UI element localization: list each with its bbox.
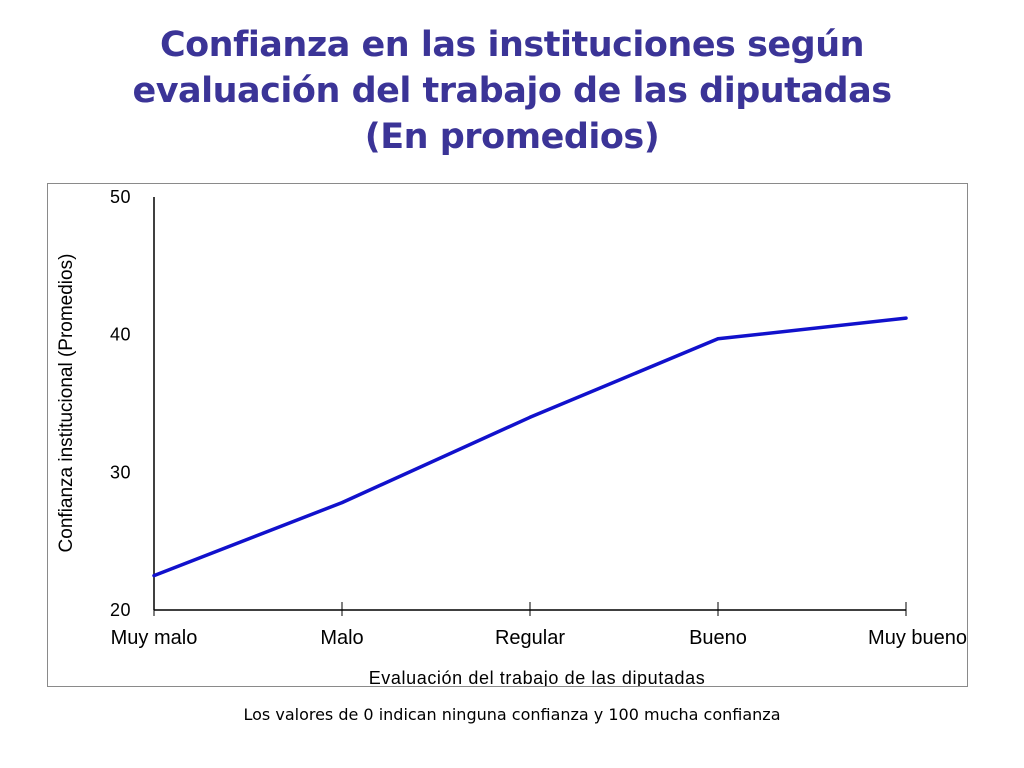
- series-line: [152, 316, 908, 578]
- series: [152, 316, 908, 578]
- x-tick-label: Muy malo: [111, 627, 198, 649]
- x-tick-label: Muy bueno: [868, 627, 967, 649]
- slide-title: Confianza en las instituciones según eva…: [0, 22, 1024, 160]
- data-point: [904, 316, 908, 320]
- y-axis-title: Confianza institucional (Promedios): [56, 254, 77, 553]
- chart-frame: 20 30 40 50 Muy malo Malo Regular Bueno Muy buen…: [47, 183, 968, 688]
- x-axis-title: Evaluación del trabajo de las diputadas: [369, 668, 706, 686]
- title-line-2: evaluación del trabajo de las diputadas: [132, 71, 892, 111]
- axes: [153, 197, 906, 611]
- x-tick-label: Regular: [495, 627, 565, 649]
- data-point: [152, 574, 156, 578]
- y-tick-label: 20: [110, 600, 131, 620]
- title-line-1: Confianza en las instituciones según: [159, 25, 865, 65]
- footnote: Los valores de 0 indican ninguna confian…: [243, 705, 781, 724]
- data-point: [716, 337, 720, 341]
- y-tick-label: 50: [110, 187, 131, 207]
- y-tick-label: 30: [110, 462, 131, 482]
- line-chart: 20 30 40 50 Muy malo Malo Regular Bueno Muy buen…: [56, 187, 967, 688]
- y-tick-label: 40: [110, 325, 131, 345]
- x-tick-label: Bueno: [689, 627, 747, 649]
- x-tick-label: Malo: [320, 627, 363, 649]
- data-point: [340, 501, 344, 505]
- ticks: 20 30 40 50 Muy malo Malo Regular Bueno Muy buen…: [110, 187, 967, 649]
- title-line-3: (En promedios): [364, 117, 660, 157]
- data-point: [528, 415, 532, 419]
